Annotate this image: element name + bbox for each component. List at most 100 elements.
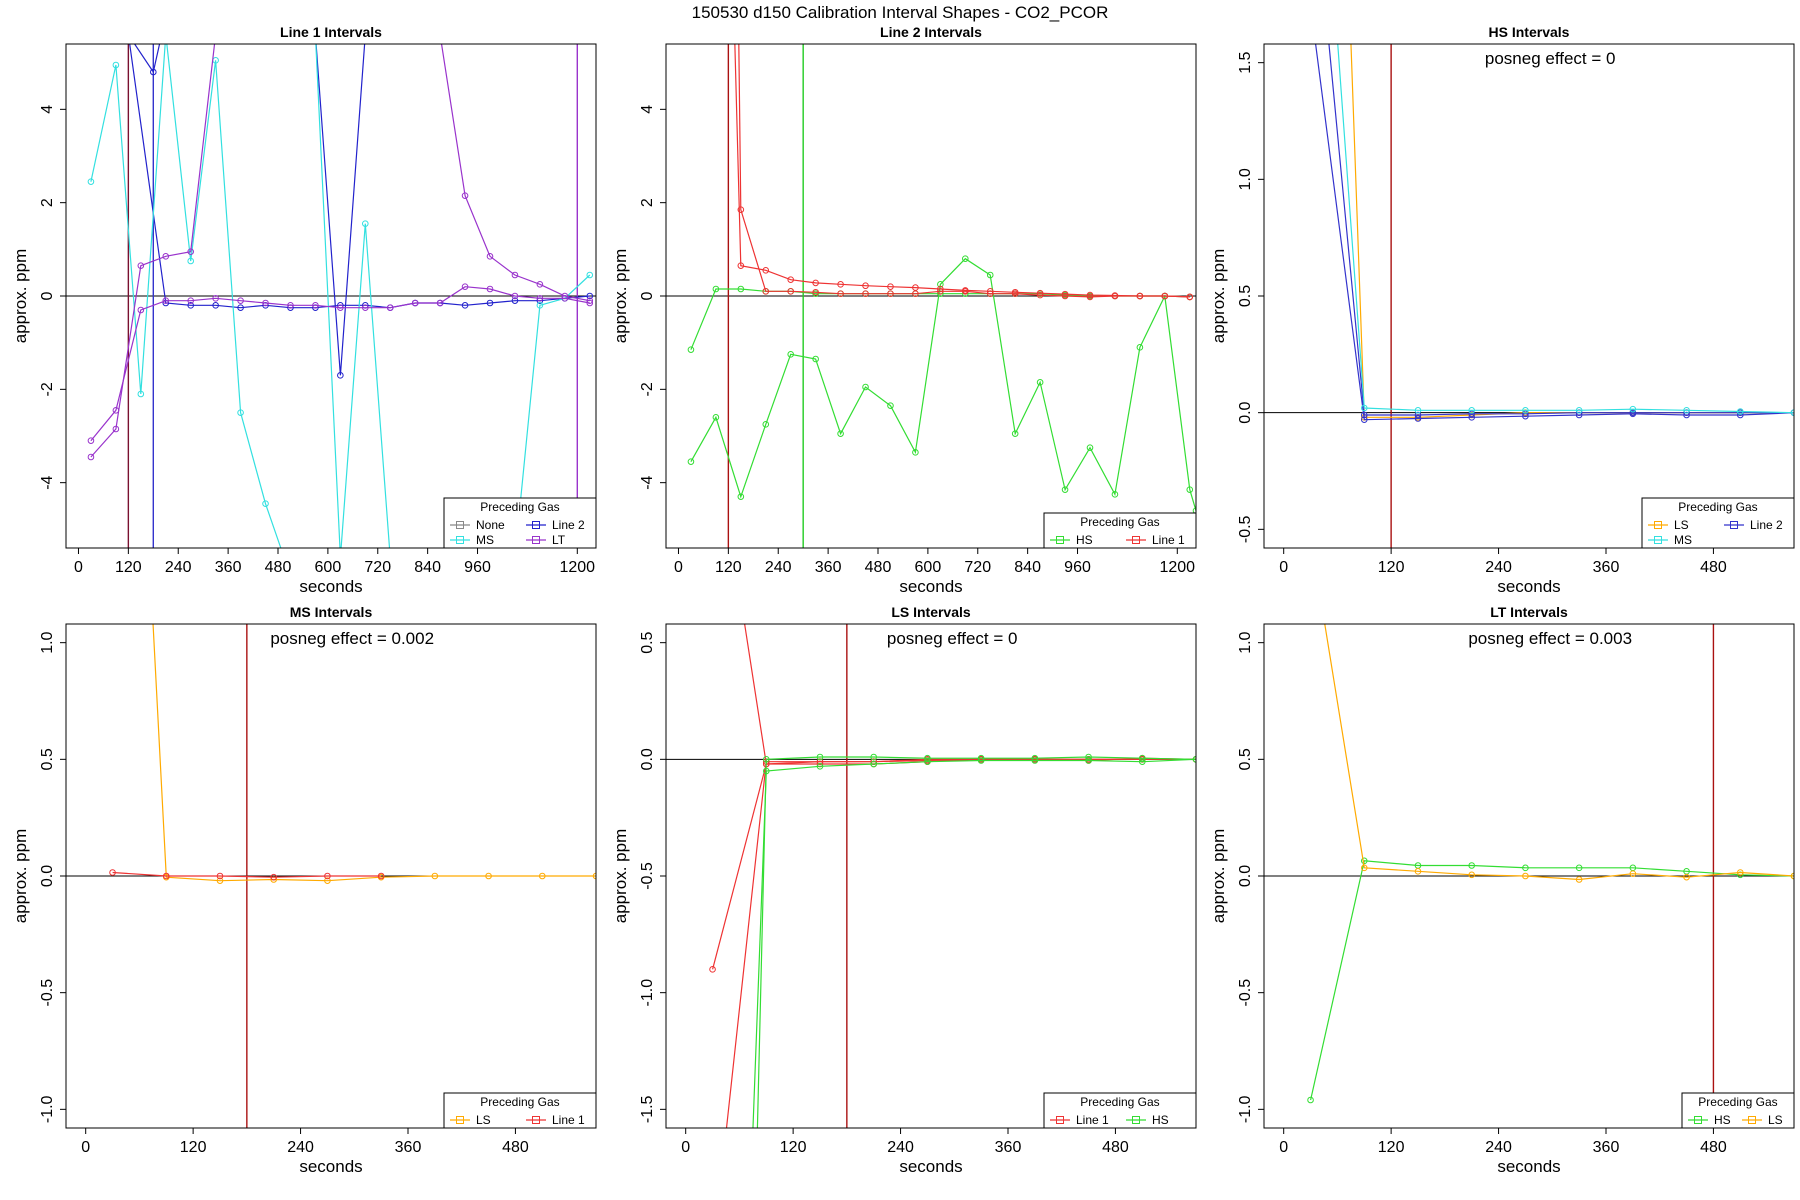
legend-label: LS <box>1674 518 1689 532</box>
data-point <box>212 295 219 302</box>
data-point <box>1031 754 1039 762</box>
y-axis-label: approx. ppm <box>611 249 630 344</box>
legend-label: HS <box>1152 1113 1169 1127</box>
legend-swatch-marker <box>532 536 540 544</box>
legend-label: Line 1 <box>1152 533 1185 547</box>
x-tick-label: 480 <box>502 1139 529 1156</box>
legend-entry: LT <box>526 533 566 547</box>
data-point <box>1360 411 1368 419</box>
data-point <box>1036 289 1044 297</box>
data-point <box>762 267 770 274</box>
y-tick-label: 0.0 <box>39 865 56 887</box>
y-tick-label: -4 <box>39 475 56 489</box>
data-point <box>1138 758 1146 765</box>
data-point <box>887 283 894 290</box>
data-point <box>1575 407 1583 414</box>
data-point <box>787 288 795 295</box>
data-point <box>816 758 824 765</box>
data-point <box>912 449 919 456</box>
y-tick-label: -0.5 <box>39 979 56 1007</box>
legend: Preceding Gas HS LS <box>1681 1092 1795 1129</box>
y-tick-label: 2 <box>639 198 656 207</box>
y-tick-label: 0.0 <box>1237 401 1254 423</box>
data-point <box>162 872 170 880</box>
x-tick-label: 480 <box>865 559 892 576</box>
x-tick-label: 120 <box>1378 559 1405 576</box>
y-tick-label: 1.0 <box>1237 168 1254 190</box>
x-axis: 0 120 240 360 480 <box>81 1128 529 1156</box>
data-point <box>887 290 894 297</box>
data-point <box>1522 410 1529 418</box>
x-tick-label: 720 <box>364 559 391 576</box>
data-point <box>337 304 344 311</box>
series-line <box>90 44 216 458</box>
data-point <box>961 255 969 262</box>
data-point <box>762 756 770 763</box>
legend-title: Preceding Gas <box>1698 1095 1777 1109</box>
data-point <box>361 220 369 227</box>
legend: Preceding Gas HS Line 1 <box>1043 512 1197 549</box>
data-point <box>1468 862 1476 869</box>
y-axis: -1.0 -0.5 0.0 0.5 1.0 <box>39 631 66 1123</box>
data-point <box>287 302 294 309</box>
plot-area <box>66 44 596 548</box>
data-point <box>324 872 331 880</box>
x-tick-label: 0 <box>1279 1139 1288 1156</box>
legend-entry: HS <box>1050 533 1093 547</box>
legend-label: Line 2 <box>1750 518 1783 532</box>
y-axis-label: approx. ppm <box>1209 829 1228 924</box>
data-point <box>216 872 224 880</box>
legend-swatch-marker <box>1730 521 1738 529</box>
legend-swatch-marker <box>1748 1116 1756 1124</box>
data-point <box>377 872 385 880</box>
x-axis-label: seconds <box>899 1157 962 1176</box>
data-point <box>1061 290 1069 298</box>
data-point <box>1468 410 1476 418</box>
legend-title: Preceding Gas <box>480 500 559 514</box>
data-point <box>1161 292 1169 300</box>
y-tick-label: -0.5 <box>639 862 656 890</box>
data-point <box>436 299 444 307</box>
legend-entry: LS <box>1742 1113 1783 1127</box>
y-axis-label: approx. ppm <box>11 249 30 344</box>
data-point <box>687 458 695 465</box>
series-line <box>133 44 161 74</box>
data-point <box>912 290 919 297</box>
series-line <box>112 871 382 878</box>
series-5 <box>756 753 1196 1128</box>
data-point <box>187 248 195 255</box>
legend-title: Preceding Gas <box>1080 515 1159 529</box>
x-tick-label: 360 <box>995 1139 1022 1156</box>
x-tick-label: 240 <box>165 559 192 576</box>
data-point <box>1683 407 1690 414</box>
data-point <box>961 288 969 295</box>
legend-box <box>1043 1092 1197 1129</box>
data-point <box>816 753 824 761</box>
data-point <box>1360 404 1368 412</box>
legend-box <box>443 1092 597 1129</box>
series-line <box>1328 44 1794 416</box>
data-point <box>237 409 244 416</box>
data-point <box>1086 291 1094 299</box>
legend-swatch-marker <box>456 521 464 529</box>
data-point <box>986 290 994 297</box>
data-point <box>112 425 120 433</box>
x-tick-label: 600 <box>315 559 342 576</box>
series-8 <box>87 44 216 461</box>
panel-title: MS Intervals <box>290 604 373 620</box>
data-point <box>937 288 944 295</box>
x-axis-label: seconds <box>299 577 362 596</box>
data-point <box>312 302 319 309</box>
data-point <box>538 872 546 880</box>
data-point <box>536 281 544 288</box>
panel-title: LT Intervals <box>1490 604 1568 620</box>
legend: Preceding Gas LS Line 2 MS <box>1641 497 1795 549</box>
y-tick-label: -1.0 <box>39 1095 56 1123</box>
data-point <box>187 302 195 309</box>
data-point <box>270 873 278 881</box>
data-point <box>511 297 519 304</box>
x-tick-label: 240 <box>1485 1139 1512 1156</box>
y-tick-label: -2 <box>639 382 656 396</box>
